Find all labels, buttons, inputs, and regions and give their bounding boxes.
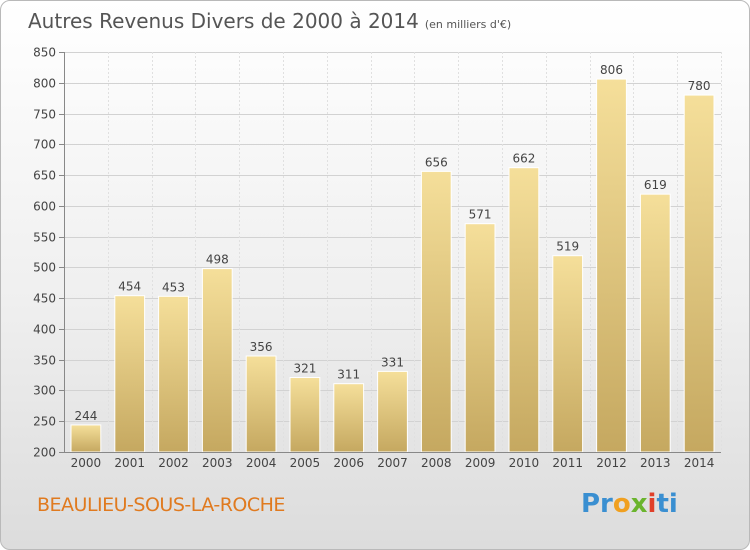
bar	[377, 370, 408, 453]
bar	[114, 295, 146, 453]
bar-value-label: 244	[74, 409, 97, 423]
logo-part: o	[612, 489, 631, 519]
logo-part: Pr	[581, 489, 613, 519]
y-tick-label: 450	[33, 292, 56, 306]
bars: 244 454 453 498 356 321 311 331 656 571 662 519 806 6…	[70, 63, 715, 453]
chart-subtitle: (en milliers d'€)	[424, 18, 512, 31]
y-tick-label: 700	[33, 138, 56, 152]
y-tick-label: 550	[33, 231, 56, 245]
y-tick-label: 300	[33, 384, 56, 398]
x-tick-label: 2014	[684, 456, 715, 470]
x-tick-label: 2009	[465, 456, 496, 470]
y-tick-label: 350	[33, 354, 56, 368]
logo-part: ti	[656, 489, 678, 519]
bar-value-label: 453	[162, 280, 185, 294]
bar-value-label: 806	[600, 63, 623, 77]
bar-value-label: 454	[118, 280, 141, 294]
bar	[158, 295, 189, 453]
bar-value-label: 780	[688, 79, 711, 93]
bar-value-label: 321	[293, 362, 316, 376]
chart-title: Autres Revenus Divers de 2000 à 2014 (en …	[28, 9, 511, 33]
logo-part: x	[630, 489, 648, 519]
bar	[552, 255, 584, 453]
bar	[464, 223, 496, 453]
x-tick-label: 2001	[114, 456, 145, 470]
y-tick-label: 250	[33, 415, 56, 429]
bar-value-label: 331	[381, 355, 404, 369]
bar	[683, 94, 715, 453]
bar	[508, 167, 540, 453]
bar	[289, 377, 321, 453]
y-tick-label: 500	[33, 261, 56, 275]
y-tick-label: 400	[33, 323, 56, 337]
bar-value-label: 519	[556, 240, 579, 254]
x-tick-label: 2000	[71, 456, 102, 470]
x-tick-label: 2008	[421, 456, 452, 470]
x-tick-label: 2012	[596, 456, 627, 470]
proxiti-logo: Proxiti	[581, 489, 678, 519]
x-tick-label: 2004	[246, 456, 277, 470]
bar	[596, 78, 627, 453]
bar-value-label: 619	[644, 178, 667, 192]
bar-value-label: 498	[206, 253, 229, 267]
y-tick-label: 200	[33, 446, 56, 460]
bar	[333, 383, 365, 453]
bar	[639, 193, 671, 453]
x-tick-label: 2005	[290, 456, 321, 470]
y-tick-label: 800	[33, 77, 56, 91]
x-tick-label: 2006	[333, 456, 364, 470]
logo-part: i	[647, 489, 657, 519]
bar-value-label: 662	[512, 152, 535, 166]
axes: 200 250 300 350 400 450 500 550 600 650 700 750 800 8…	[33, 46, 721, 470]
y-tick-label: 650	[33, 169, 56, 183]
bar	[245, 355, 277, 453]
bar-value-label: 311	[337, 368, 360, 382]
x-tick-label: 2010	[509, 456, 540, 470]
bar-value-label: 356	[250, 340, 273, 354]
bar	[70, 424, 102, 453]
x-tick-label: 2007	[377, 456, 408, 470]
y-tick-label: 750	[33, 108, 56, 122]
bar-value-label: 571	[469, 208, 492, 222]
bar-value-label: 656	[425, 155, 448, 169]
y-tick-label: 600	[33, 200, 56, 214]
bar	[420, 170, 452, 453]
commune-name: BEAULIEU-SOUS-LA-ROCHE	[37, 494, 285, 516]
bar	[201, 268, 233, 453]
x-tick-label: 2003	[202, 456, 233, 470]
x-tick-label: 2011	[552, 456, 583, 470]
x-tick-label: 2013	[640, 456, 671, 470]
y-tick-label: 850	[33, 46, 56, 60]
x-tick-label: 2002	[158, 456, 189, 470]
chart-title-text: Autres Revenus Divers de 2000 à 2014	[28, 9, 419, 33]
